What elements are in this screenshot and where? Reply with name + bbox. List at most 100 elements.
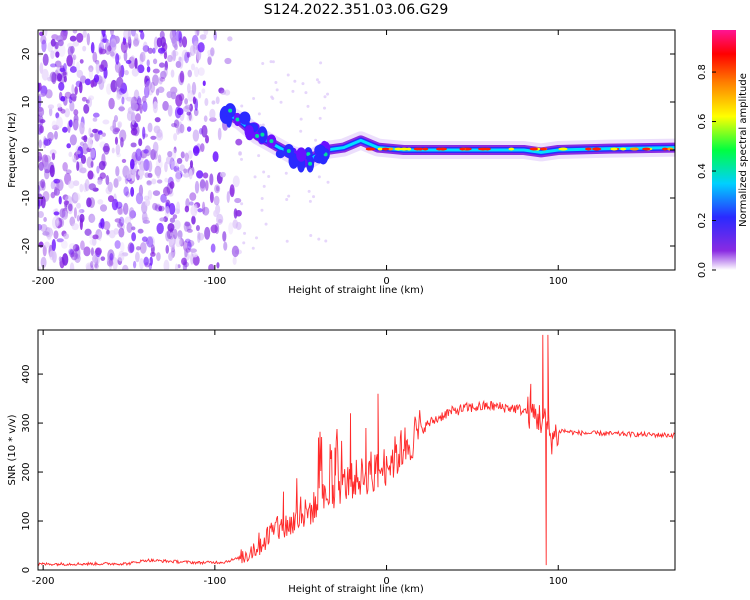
spectral-noise-blob	[142, 45, 150, 53]
spectral-noise-dot	[324, 239, 328, 243]
spectral-noise-blob	[169, 232, 174, 237]
spectral-noise-blob	[125, 191, 130, 198]
spectral-noise-blob	[157, 47, 166, 54]
spectral-noise-dot	[262, 184, 266, 188]
signal-blob-core	[235, 117, 240, 122]
spectral-noise-blob	[85, 262, 93, 270]
spectral-noise-blob	[86, 32, 91, 46]
spectral-noise-blob	[152, 101, 158, 114]
spectral-noise-blob	[89, 215, 96, 223]
spectral-noise-blob	[189, 192, 197, 201]
spectral-noise-blob	[38, 210, 44, 218]
spectral-noise-blob	[142, 216, 150, 222]
spectral-noise-blob	[60, 96, 66, 102]
spectral-noise-blob	[91, 237, 97, 246]
spectral-noise-blob	[142, 41, 148, 54]
spectrogram-ytick-label: -10	[21, 190, 32, 206]
colorbar-tick-label: 0.4	[697, 163, 708, 179]
spectral-noise-blob	[118, 105, 125, 112]
spectral-noise-blob	[76, 214, 80, 222]
spectral-noise-blob	[192, 42, 200, 54]
spectral-noise-blob	[130, 30, 136, 37]
spectral-noise-blob	[219, 171, 226, 178]
spectral-noise-blob	[68, 248, 74, 255]
spectral-noise-blob	[78, 209, 85, 214]
spectral-noise-blob	[143, 159, 150, 171]
spectral-noise-blob	[96, 165, 100, 174]
spectral-noise-blob	[220, 90, 227, 95]
spectral-noise-blob	[68, 180, 75, 189]
spectral-noise-blob	[125, 59, 132, 64]
spectral-noise-blob	[99, 204, 108, 212]
spectral-noise-blob	[84, 178, 90, 192]
spectral-noise-blob	[88, 127, 92, 137]
snr-xtick-label: 0	[383, 576, 389, 587]
spectral-noise-blob	[90, 161, 94, 168]
spectral-noise-dot	[317, 80, 321, 84]
spectral-noise-blob	[191, 215, 196, 225]
spectral-noise-blob	[71, 223, 79, 231]
spectral-noise-blob	[172, 49, 177, 62]
spectral-noise-blob	[117, 221, 123, 228]
spectral-noise-blob	[43, 137, 49, 146]
spectral-noise-blob	[178, 30, 183, 44]
spectral-noise-blob	[40, 223, 48, 233]
spectral-noise-blob	[76, 161, 80, 172]
spectral-noise-blob	[141, 236, 148, 242]
signal-peak	[642, 147, 651, 151]
spectral-noise-blob	[131, 67, 139, 77]
spectral-noise-blob	[38, 141, 44, 146]
spectral-noise-dot	[264, 222, 268, 226]
spectral-noise-blob	[87, 97, 93, 108]
spectral-noise-blob	[62, 71, 67, 76]
spectral-noise-blob	[186, 126, 192, 132]
spectral-noise-blob	[181, 257, 187, 266]
spectral-noise-blob	[201, 124, 208, 138]
spectral-noise-blob	[90, 79, 95, 88]
spectral-noise-blob	[51, 152, 56, 161]
spectral-noise-blob	[104, 41, 112, 55]
spectral-noise-blob	[152, 58, 158, 65]
spectral-noise-blob	[38, 266, 41, 270]
spectral-noise-blob	[156, 37, 163, 48]
spectral-noise-blob	[94, 247, 103, 256]
signal-peak	[439, 147, 446, 151]
spectral-noise-blob	[106, 229, 110, 235]
spectral-noise-blob	[71, 84, 75, 94]
spectral-noise-blob	[232, 256, 237, 265]
spectral-noise-blob	[189, 44, 196, 57]
spectrogram-xtick-label: -200	[32, 276, 55, 287]
spectral-noise-dot	[261, 61, 265, 65]
spectral-noise-blob	[159, 217, 166, 222]
spectral-noise-blob	[38, 199, 41, 210]
spectral-noise-blob	[47, 131, 54, 142]
spectral-noise-blob	[184, 221, 191, 227]
spectral-noise-blob	[192, 255, 200, 266]
spectral-noise-blob	[112, 119, 117, 132]
spectral-noise-blob	[40, 178, 46, 189]
spectral-noise-blob	[94, 262, 99, 270]
spectral-noise-blob	[152, 141, 159, 154]
spectral-noise-blob	[120, 241, 125, 253]
spectral-noise-blob	[174, 219, 181, 230]
spectral-noise-blob	[137, 228, 144, 234]
spectral-noise-blob	[151, 178, 157, 185]
spectral-noise-blob	[170, 69, 175, 78]
signal-peak	[477, 147, 488, 151]
spectral-noise-blob	[131, 226, 136, 231]
spectral-noise-blob	[50, 38, 56, 47]
spectral-noise-blob	[84, 228, 92, 236]
spectral-noise-blob	[175, 60, 182, 69]
spectral-noise-blob	[146, 59, 150, 67]
spectral-noise-blob	[124, 70, 129, 76]
spectrogram-ytick-label: 20	[21, 48, 32, 61]
spectral-noise-dot	[240, 202, 244, 206]
snr-series-line	[38, 334, 675, 567]
spectral-noise-blob	[173, 133, 178, 141]
spectral-noise-blob	[152, 74, 159, 86]
spectral-noise-blob	[194, 66, 199, 78]
spectral-noise-dot	[326, 92, 330, 96]
spectral-noise-blob	[210, 224, 218, 234]
spectral-noise-blob	[173, 146, 177, 154]
spectral-noise-blob	[156, 166, 161, 179]
